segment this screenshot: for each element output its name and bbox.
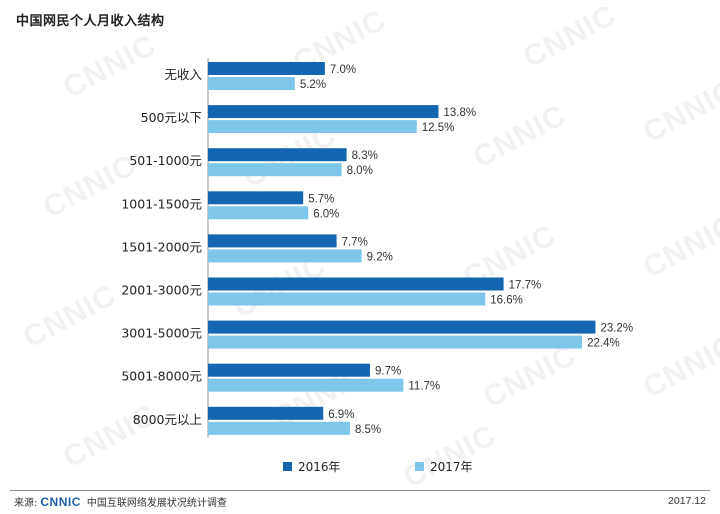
value-label: 9.2% <box>367 251 393 263</box>
bar-2016 <box>208 277 504 291</box>
legend-swatch-2016 <box>283 462 292 471</box>
value-label: 12.5% <box>422 122 455 134</box>
bar-2017 <box>208 206 309 220</box>
category-label: 3001-5000元 <box>121 326 202 341</box>
bar-2017 <box>208 335 583 349</box>
legend-label-2017: 2017年 <box>430 460 473 474</box>
value-label: 13.8% <box>443 107 476 119</box>
bar-2016 <box>208 320 596 334</box>
bar-2017 <box>208 163 342 177</box>
value-label: 8.5% <box>355 424 381 436</box>
bar-2017 <box>208 421 350 435</box>
bar-2017 <box>208 249 362 263</box>
chart-title: 中国网民个人月收入结构 <box>16 14 165 29</box>
bar-2017 <box>208 378 404 392</box>
category-label: 1501-2000元 <box>121 239 202 254</box>
bar-2016 <box>208 234 337 248</box>
bar-2017 <box>208 77 295 90</box>
bar-chart: 无收入 7.0% 5.2% 500元以下 13.8% 12.5% 501-1000元 8.3%… <box>121 58 633 438</box>
bar-2016 <box>208 148 347 162</box>
source-prefix: 来源: <box>14 498 38 509</box>
cnnic-logo: CNNIC <box>40 494 81 509</box>
value-label: 5.7% <box>308 193 334 205</box>
bar-2016 <box>208 105 439 119</box>
bar-2017 <box>208 292 486 306</box>
value-label: 23.2% <box>600 323 633 335</box>
legend-item-2017: 2017年 <box>415 458 473 475</box>
value-label: 16.6% <box>490 295 523 307</box>
footer-divider <box>10 490 710 491</box>
legend-label-2016: 2016年 <box>298 460 341 474</box>
category-label: 5001-8000元 <box>121 369 202 384</box>
value-label: 6.9% <box>328 409 354 421</box>
value-label: 17.7% <box>509 280 542 292</box>
footer: 来源: CNNIC 中国互联网络发展状况统计调查 2017.12 <box>14 494 706 512</box>
source-text: 中国互联网络发展状况统计调查 <box>86 498 227 509</box>
value-label: 7.0% <box>330 64 356 76</box>
category-label: 500元以下 <box>141 110 202 125</box>
value-label: 9.7% <box>375 366 401 378</box>
bar-2016 <box>208 363 370 377</box>
bar-2016 <box>208 62 325 75</box>
value-label: 8.0% <box>347 165 373 177</box>
value-label: 6.0% <box>313 208 339 220</box>
footer-date: 2017.12 <box>668 495 706 507</box>
value-label: 8.3% <box>352 150 378 162</box>
legend-swatch-2017 <box>415 462 424 471</box>
value-label: 7.7% <box>342 236 368 248</box>
category-label: 无收入 <box>164 67 202 82</box>
legend: 2016年 2017年 <box>0 458 720 478</box>
category-label: 8000元以上 <box>133 412 202 427</box>
bar-2016 <box>208 406 324 420</box>
bar-2016 <box>208 191 304 205</box>
bar-2017 <box>208 120 417 134</box>
source-note: 来源: CNNIC 中国互联网络发展状况统计调查 <box>14 494 227 510</box>
category-label: 2001-3000元 <box>121 283 202 298</box>
legend-item-2016: 2016年 <box>283 458 341 475</box>
category-label: 1001-1500元 <box>121 196 202 211</box>
value-label: 22.4% <box>587 338 620 350</box>
value-label: 11.7% <box>408 381 440 393</box>
category-label: 501-1000元 <box>129 153 202 168</box>
value-label: 5.2% <box>300 79 326 91</box>
